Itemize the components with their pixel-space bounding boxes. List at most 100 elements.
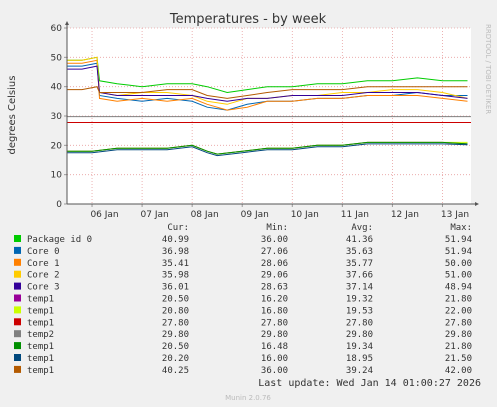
legend-value-cur: 36.98	[162, 247, 189, 257]
legend-value-max: 29.80	[445, 330, 472, 340]
legend-value-min: 36.00	[261, 235, 288, 245]
x-tick-label: 09 Jan	[241, 210, 269, 220]
legend-value-cur: 20.50	[162, 342, 189, 352]
legend-series-name: Package id 0	[27, 235, 92, 245]
legend-swatch	[14, 235, 21, 242]
legend-value-avg: 19.32	[346, 295, 373, 305]
legend-value-max: 42.00	[445, 366, 472, 376]
legend-value-min: 16.00	[261, 354, 288, 364]
legend-series-name: temp1	[27, 295, 54, 305]
legend-value-cur: 20.80	[162, 306, 189, 316]
legend-value-avg: 35.63	[346, 247, 373, 257]
legend-value-cur: 40.25	[162, 366, 189, 376]
series-line-2	[67, 59, 468, 111]
legend-value-min: 16.80	[261, 306, 288, 316]
legend-header: Min:	[266, 223, 288, 233]
legend-value-cur: 20.20	[162, 354, 189, 364]
legend-swatch	[14, 294, 21, 302]
y-tick-label: 0	[56, 200, 62, 210]
y-tick-label: 20	[51, 141, 63, 151]
y-axis-label: degrees Celsius	[7, 76, 18, 155]
legend-value-min: 16.20	[261, 295, 288, 305]
legend-value-min: 36.00	[261, 366, 288, 376]
legend-series-name: temp1	[27, 342, 54, 352]
legend-series-name: temp1	[27, 354, 54, 364]
legend-value-avg: 37.66	[346, 271, 373, 281]
series-line-11	[67, 86, 468, 99]
legend-swatch	[14, 246, 21, 254]
x-axis-arrow	[475, 202, 479, 206]
last-update: Last update: Wed Jan 14 01:00:27 2026	[258, 378, 481, 389]
legend-value-min: 16.48	[261, 342, 288, 352]
legend-swatch	[14, 318, 21, 326]
legend-value-max: 50.00	[445, 259, 472, 269]
legend-value-max: 51.94	[445, 235, 472, 245]
legend-value-avg: 35.77	[346, 259, 373, 269]
legend-value-cur: 29.80	[162, 330, 189, 340]
legend-value-cur: 35.98	[162, 271, 189, 281]
legend-value-min: 28.06	[261, 259, 288, 269]
series-line-0	[67, 56, 468, 94]
series-lines	[67, 56, 471, 157]
x-tick-label: 13 Jan	[441, 210, 469, 220]
legend-swatch	[14, 330, 21, 338]
legend-value-cur: 40.99	[162, 235, 189, 245]
chart-title: Temperatures - by week	[169, 12, 327, 27]
x-tick-label: 06 Jan	[90, 210, 118, 220]
legend-swatch	[14, 306, 21, 314]
legend-series-name: temp2	[27, 330, 54, 340]
legend-header: Cur:	[167, 223, 189, 233]
legend-swatch	[14, 342, 21, 350]
legend-swatch	[14, 282, 21, 290]
legend-value-cur: 27.80	[162, 318, 189, 328]
legend-value-max: 21.50	[445, 354, 472, 364]
x-tick-label: 08 Jan	[191, 210, 219, 220]
legend-value-min: 29.06	[261, 271, 288, 281]
legend-header: Avg:	[351, 223, 373, 233]
x-tick-label: 11 Jan	[341, 210, 369, 220]
legend-value-max: 27.80	[445, 318, 472, 328]
legend-value-avg: 37.14	[346, 283, 373, 293]
y-tick-label: 40	[51, 83, 63, 93]
legend-swatch	[14, 354, 21, 361]
legend-series-name: Core 1	[27, 259, 60, 269]
legend-value-min: 29.80	[261, 330, 288, 340]
legend-value-avg: 18.95	[346, 354, 373, 364]
legend-series-name: temp1	[27, 318, 54, 328]
legend-value-avg: 29.80	[346, 330, 373, 340]
legend-value-avg: 27.80	[346, 318, 373, 328]
legend-header: Max:	[450, 223, 472, 233]
legend-value-max: 51.94	[445, 247, 472, 257]
legend-value-max: 22.00	[445, 306, 472, 316]
legend-value-avg: 41.36	[346, 235, 373, 245]
series-line-9	[67, 141, 468, 155]
legend-value-max: 48.94	[445, 283, 472, 293]
legend-value-min: 27.80	[261, 318, 288, 328]
x-tick-label: 07 Jan	[141, 210, 169, 220]
watermark: RRDTOOL / TOBI OETIKER	[484, 24, 492, 114]
y-tick-label: 10	[51, 171, 63, 181]
legend-series-name: temp1	[27, 366, 54, 376]
legend-value-avg: 19.34	[346, 342, 373, 352]
legend-series-name: Core 2	[27, 271, 60, 281]
legend-value-max: 51.00	[445, 271, 472, 281]
legend-value-cur: 20.50	[162, 295, 189, 305]
legend-value-max: 21.80	[445, 342, 472, 352]
legend-value-max: 21.80	[445, 295, 472, 305]
legend-series-name: Core 0	[27, 247, 60, 257]
generator-label: Munin 2.0.76	[225, 394, 271, 402]
legend-value-min: 27.06	[261, 247, 288, 257]
series-line-10	[67, 143, 468, 157]
y-tick-label: 30	[51, 112, 63, 122]
legend: Cur: Min: Avg: Max: Package id 0 40.99 36.00 41…	[14, 223, 472, 376]
legend-series-name: Core 3	[27, 283, 60, 293]
y-tick-label: 50	[51, 53, 63, 63]
axes: 06 Jan 07 Jan 08 Jan 09 Jan 10 Jan 11 Jan 12 J…	[51, 21, 479, 220]
legend-value-avg: 39.24	[346, 366, 373, 376]
legend-swatch	[14, 258, 21, 266]
x-tick-label: 10 Jan	[291, 210, 319, 220]
legend-swatch	[14, 270, 21, 278]
x-tick-label: 12 Jan	[391, 210, 419, 220]
legend-value-cur: 36.01	[162, 283, 189, 293]
